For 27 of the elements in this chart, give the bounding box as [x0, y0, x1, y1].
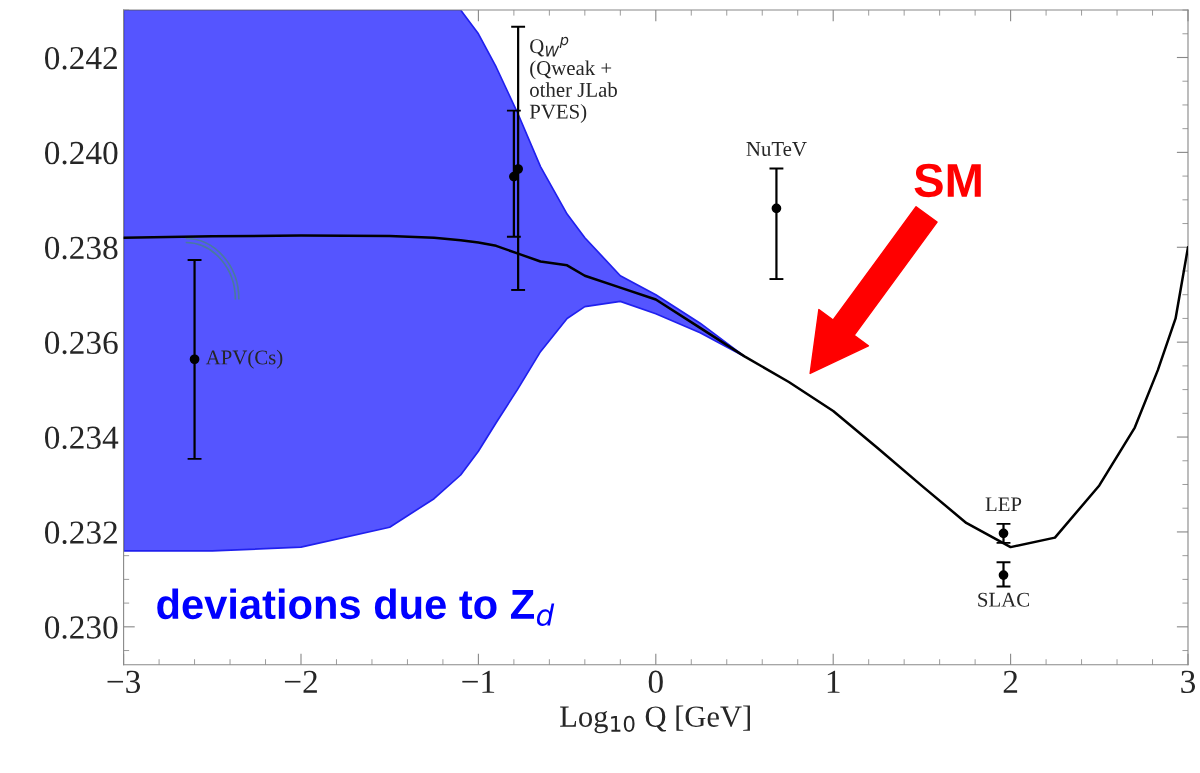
- text: Q$_{W}$$^{p}$ (Qweak + other JLab PVES): [529, 36, 617, 123]
- y-tick-label: 0.230: [45, 616, 118, 639]
- x-tick-label: 3: [1181, 670, 1196, 694]
- y-tick-label: 0.240: [45, 141, 118, 165]
- text: NuTeV: [746, 142, 807, 157]
- series-label: APV(Cs): [205, 349, 283, 369]
- x-tick-label: 2: [1003, 670, 1018, 693]
- y-tick-label: 0.238: [45, 236, 118, 260]
- point: [189, 354, 200, 365]
- y-tick-label: 0.236: [45, 331, 118, 355]
- point: [771, 203, 782, 214]
- series-label: LEP: [985, 497, 1022, 512]
- point: [998, 570, 1009, 580]
- point: [998, 528, 1009, 539]
- y-tick-label: 0.242: [45, 46, 117, 70]
- x-tick-label: 1: [827, 670, 840, 693]
- x-tick-label: −3: [107, 670, 141, 694]
- annotation: SM: [914, 163, 981, 198]
- x-axis-title: Log$_{10}$ Q [GeV]: [560, 705, 750, 734]
- x-tick-label: −2: [284, 670, 317, 693]
- y-tick-label: 0.234: [45, 426, 119, 450]
- y-tick-label: 0.232: [45, 521, 117, 544]
- annotation: deviations due to Z$_{d}$: [157, 588, 555, 626]
- series-label: SLAC: [978, 592, 1029, 607]
- point: [509, 171, 519, 182]
- x-tick-label: 0: [648, 670, 663, 694]
- x-tick-label: −1: [462, 670, 495, 693]
